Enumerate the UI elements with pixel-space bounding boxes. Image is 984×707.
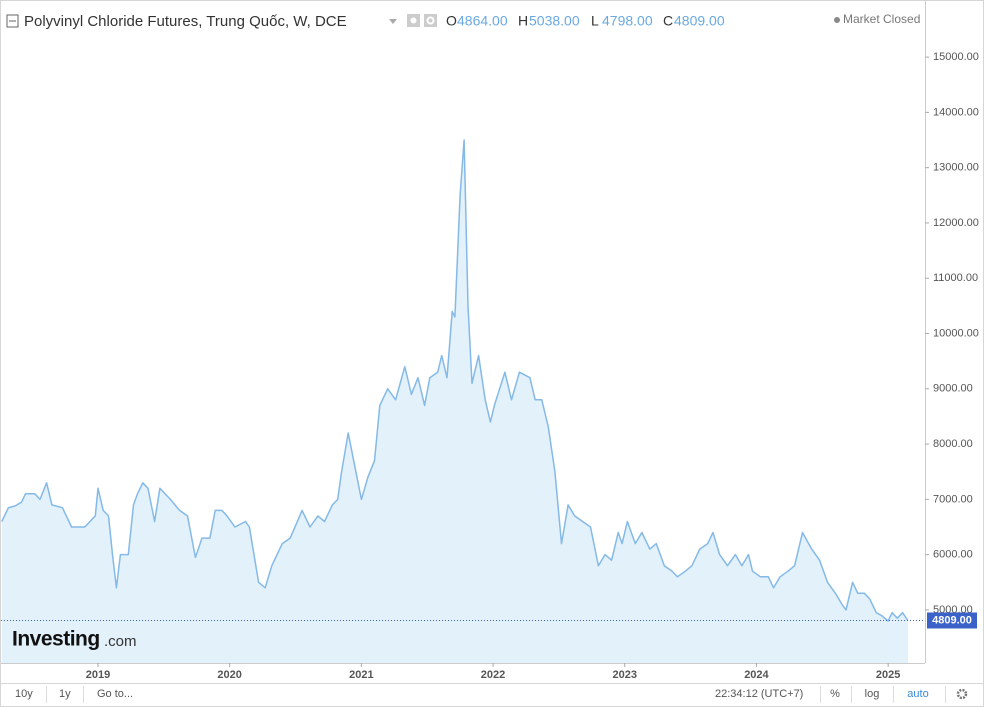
settings-icon[interactable] bbox=[424, 14, 437, 27]
x-tick-label: 2021 bbox=[349, 669, 373, 681]
ohlc-key: C bbox=[663, 13, 673, 29]
chart-title: Polyvinyl Chloride Futures, Trung Quốc, … bbox=[24, 13, 347, 30]
y-tick-label: 12000.00 bbox=[933, 217, 979, 229]
y-tick-label: 9000.00 bbox=[933, 383, 973, 395]
dropdown-arrow[interactable] bbox=[389, 19, 397, 24]
toolbar-button[interactable]: Go to... bbox=[97, 688, 133, 700]
y-tick-label: 11000.00 bbox=[933, 272, 978, 284]
y-tick-label: 10000.00 bbox=[933, 327, 979, 339]
plot-area: 5000.006000.007000.008000.009000.0010000… bbox=[1, 1, 979, 681]
y-tick-label: 13000.00 bbox=[933, 162, 979, 174]
toolbar-toggle[interactable]: % bbox=[830, 688, 840, 700]
y-tick-label: 14000.00 bbox=[933, 106, 979, 118]
y-tick-label: 15000.00 bbox=[933, 51, 979, 63]
toolbar-toggle[interactable]: log bbox=[865, 688, 880, 700]
ohlc-value: 4864.00 bbox=[457, 13, 508, 29]
x-tick-label: 2024 bbox=[744, 669, 769, 681]
ohlc-value: 5038.00 bbox=[529, 13, 580, 29]
watermark-logo: Investing bbox=[12, 628, 100, 651]
ohlc-legend: O 4864.00 H 5038.00 L 4798.00 C 4809.00 bbox=[446, 13, 725, 29]
y-tick-label: 8000.00 bbox=[933, 438, 973, 450]
toolbar-button[interactable]: 1y bbox=[59, 688, 71, 700]
x-tick-label: 2020 bbox=[217, 669, 241, 681]
watermark-domain: .com bbox=[104, 633, 137, 650]
price-line bbox=[1, 139, 909, 622]
x-tick-label: 2019 bbox=[86, 669, 110, 681]
ohlc-value: 4809.00 bbox=[674, 13, 725, 29]
toolbar: 10y 1y Go to... 22:34:12 (UTC+7)% log auto bbox=[15, 686, 946, 703]
settings-icon-gear bbox=[426, 16, 435, 25]
toolbar-button[interactable]: 10y bbox=[15, 688, 33, 700]
y-tick-label: 7000.00 bbox=[933, 493, 973, 505]
toolbar-toggle[interactable]: auto bbox=[907, 688, 928, 700]
ohlc-key: O bbox=[446, 13, 457, 29]
x-tick-label: 2023 bbox=[613, 669, 637, 681]
ohlc-value: 4798.00 bbox=[602, 13, 653, 29]
ohlc-key: L bbox=[591, 13, 599, 29]
gear-icon[interactable] bbox=[956, 688, 968, 700]
last-price-tag bbox=[927, 612, 977, 629]
area-fill bbox=[1, 140, 908, 663]
toolbar-time: 22:34:12 (UTC+7) bbox=[715, 688, 803, 700]
ohlc-key: H bbox=[518, 13, 528, 29]
status-dot bbox=[834, 17, 840, 23]
last-price-label: 4809.00 bbox=[932, 614, 972, 626]
x-tick-label: 2022 bbox=[481, 669, 505, 681]
y-tick-label: 6000.00 bbox=[933, 549, 973, 561]
x-tick-label: 2025 bbox=[876, 669, 900, 681]
market-status: Market Closed bbox=[843, 12, 920, 26]
eye-icon-pupil bbox=[410, 17, 417, 24]
